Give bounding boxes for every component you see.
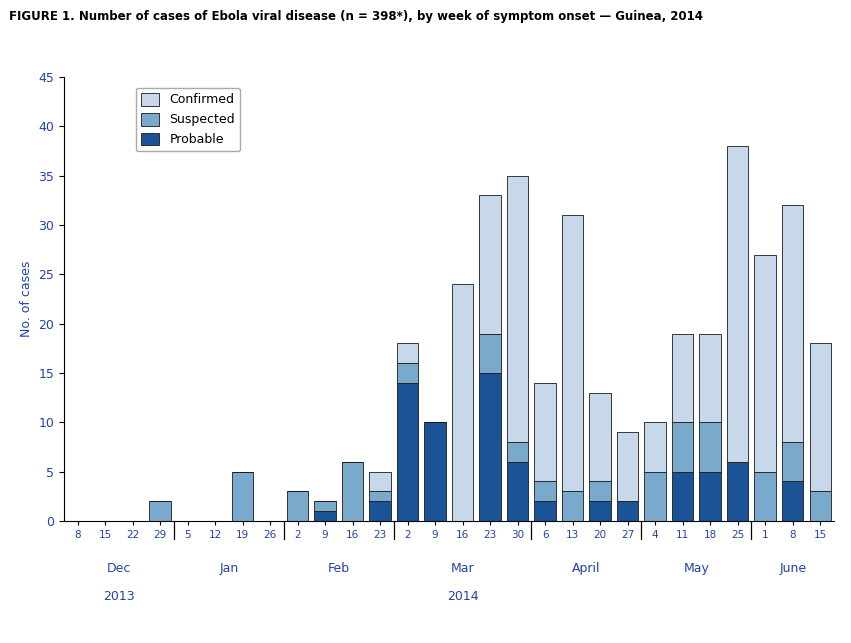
Text: Feb: Feb	[328, 562, 350, 575]
Bar	[534, 501, 556, 521]
Text: June: June	[780, 562, 806, 575]
Bar	[700, 471, 721, 521]
Bar	[342, 462, 363, 521]
Bar	[534, 383, 556, 482]
Bar	[562, 215, 584, 491]
Bar	[397, 363, 419, 383]
Bar	[507, 442, 528, 462]
Bar	[782, 482, 803, 521]
Text: Dec: Dec	[106, 562, 131, 575]
Text: 2014: 2014	[447, 590, 478, 603]
Bar	[644, 422, 666, 471]
Bar	[314, 511, 336, 521]
Bar	[617, 432, 638, 501]
Bar	[590, 501, 611, 521]
Bar	[507, 176, 528, 442]
Text: Jan: Jan	[220, 562, 238, 575]
Bar	[507, 462, 528, 521]
Bar	[755, 255, 776, 471]
Bar	[314, 501, 336, 511]
Bar	[782, 205, 803, 442]
Bar	[590, 393, 611, 482]
Bar	[397, 383, 419, 521]
Bar	[672, 334, 694, 422]
Text: FIGURE 1. Number of cases of Ebola viral disease (n = 398*), by week of symptom : FIGURE 1. Number of cases of Ebola viral…	[9, 10, 703, 23]
Bar	[590, 482, 611, 501]
Bar	[727, 462, 748, 521]
Text: 2013: 2013	[103, 590, 134, 603]
Bar	[452, 284, 473, 521]
Bar	[369, 501, 391, 521]
Text: April: April	[572, 562, 601, 575]
Bar	[534, 482, 556, 501]
Bar	[287, 491, 308, 521]
Bar	[479, 334, 501, 373]
Bar	[617, 501, 638, 521]
Bar	[231, 471, 254, 521]
Bar	[150, 501, 171, 521]
Text: May: May	[683, 562, 710, 575]
Bar	[369, 471, 391, 491]
Bar	[700, 422, 721, 471]
Bar	[562, 491, 584, 521]
Bar	[672, 422, 694, 471]
Bar	[700, 334, 721, 422]
Bar	[782, 442, 803, 482]
Text: Mar: Mar	[451, 562, 475, 575]
Bar	[809, 343, 831, 491]
Bar	[809, 491, 831, 521]
Y-axis label: No. of cases: No. of cases	[20, 261, 32, 337]
Bar	[479, 195, 501, 334]
Bar	[727, 146, 748, 462]
Bar	[755, 471, 776, 521]
Bar	[369, 491, 391, 501]
Bar	[644, 471, 666, 521]
Bar	[397, 343, 419, 363]
Bar	[672, 471, 694, 521]
Legend: Confirmed, Suspected, Probable: Confirmed, Suspected, Probable	[135, 88, 240, 151]
Bar	[479, 373, 501, 521]
Bar	[425, 422, 446, 521]
